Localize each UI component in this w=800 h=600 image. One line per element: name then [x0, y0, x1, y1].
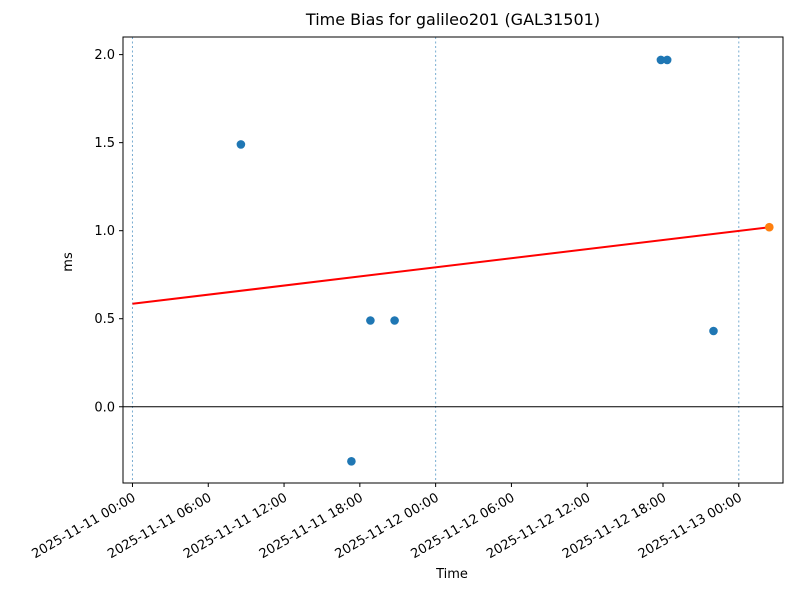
bias-measurements-point — [662, 55, 672, 65]
y-tick-label: 1.0 — [94, 224, 115, 239]
y-tick-label: 0.5 — [94, 312, 115, 327]
y-tick-label: 0.0 — [94, 400, 115, 415]
y-axis-ticks: 0.0 0.5 1.0 1.5 2.0 — [94, 48, 123, 415]
bias-measurements-point — [390, 316, 399, 325]
chart-title: Time Bias for galileo201 (GAL31501) — [305, 10, 600, 29]
latest-measurement-point — [765, 222, 774, 232]
bias-measurements-point — [709, 326, 718, 336]
bias-measurements-point — [366, 316, 375, 325]
bias-measurements-point — [656, 55, 666, 65]
x-axis-label: Time — [435, 567, 468, 582]
bias-measurements-point — [347, 457, 356, 466]
plot-frame — [122, 36, 784, 484]
y-tick-label: 1.5 — [94, 136, 115, 151]
trend-fit-line — [132, 226, 770, 305]
bias-measurements-point — [236, 140, 246, 149]
y-axis-label: ms — [61, 252, 76, 272]
day-gridlines — [131, 37, 740, 483]
y-tick-label: 2.0 — [94, 48, 115, 63]
series-group — [132, 55, 774, 466]
